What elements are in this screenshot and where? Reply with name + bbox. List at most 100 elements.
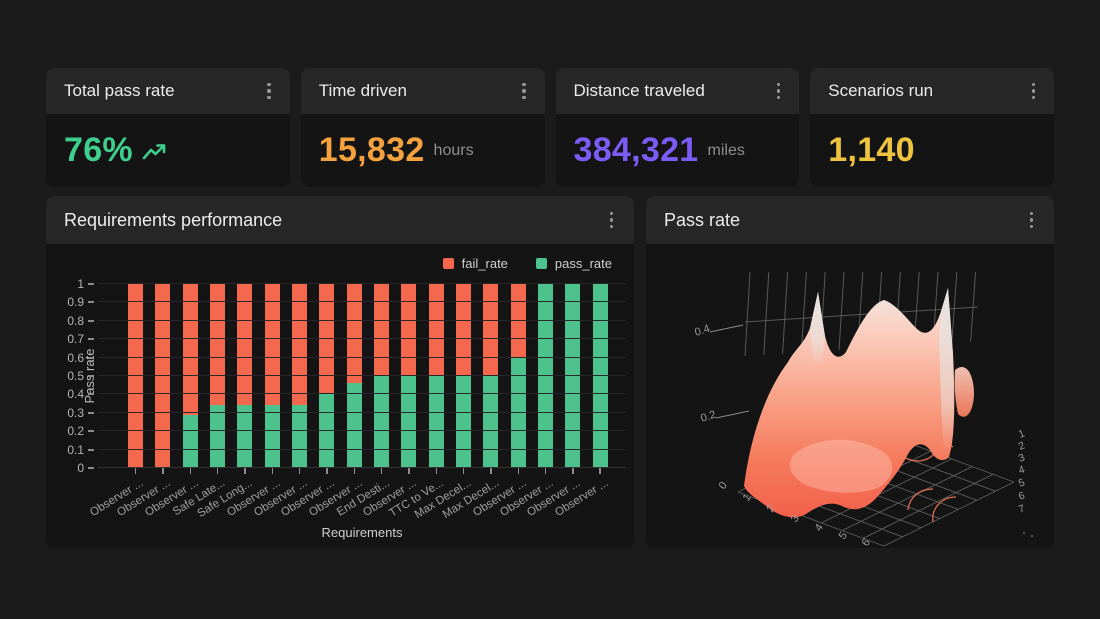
bar-segment-pass[interactable] (210, 405, 226, 468)
bar-4[interactable] (210, 284, 226, 468)
y-tick-label: 0 (77, 461, 84, 475)
bar-segment-pass[interactable] (456, 376, 472, 468)
stat-card-title: Scenarios run (828, 81, 934, 100)
bar-segment-fail[interactable] (401, 284, 417, 376)
bar-17[interactable] (565, 284, 581, 468)
bar-11[interactable] (401, 284, 417, 468)
gridline (98, 467, 626, 468)
bar-segment-fail[interactable] (374, 284, 390, 376)
gridline (98, 393, 626, 395)
bar-segment-pass[interactable] (182, 414, 198, 468)
surface-front-highlight (789, 439, 893, 493)
x-tick-labels: Observer ... Observer ... Observer ... Safe… (88, 477, 614, 523)
bar-segment-fail[interactable] (346, 284, 362, 384)
surface-mesh[interactable] (744, 288, 955, 518)
gridline (98, 356, 626, 358)
kebab-menu-icon[interactable] (516, 77, 532, 106)
legend-swatch (442, 258, 454, 269)
bar-16[interactable] (538, 284, 554, 468)
bar-10[interactable] (374, 284, 390, 468)
bar-segment-pass[interactable] (401, 376, 417, 468)
bar-segment-pass[interactable] (565, 284, 581, 468)
bar-segment-fail[interactable] (483, 284, 499, 376)
x-tick (237, 468, 252, 474)
pass-rate-title: Pass rate (664, 209, 741, 230)
y-tick-label: 0.2 (67, 424, 84, 439)
bar-1[interactable] (128, 284, 144, 468)
svg-text:0.2: 0.2 (699, 409, 717, 425)
y-tick (88, 338, 94, 341)
svg-text:2: 2 (765, 503, 778, 515)
bar-segment-fail[interactable] (182, 284, 198, 415)
stat-card-body: 15,832 hours (300, 114, 545, 187)
requirements-chart-body: fail_rate pass_rate Pass rate Observer ..… (46, 244, 634, 548)
y-tick-label: 0.8 (67, 313, 84, 328)
gridline (98, 319, 626, 321)
pass-rate-header: Pass rate (646, 196, 1054, 244)
bar-segment-pass[interactable] (264, 405, 280, 468)
kebab-menu-icon[interactable] (261, 77, 277, 106)
legend-label: fail_rate (461, 256, 508, 271)
bar-6[interactable] (264, 284, 280, 468)
bar-segment-pass[interactable] (346, 383, 362, 468)
legend-item-pass_rate[interactable]: pass_rate (535, 256, 612, 271)
bar-segment-pass[interactable] (292, 405, 308, 468)
z-axis-ticks (709, 324, 750, 419)
bar-3[interactable] (182, 284, 198, 468)
bar-8[interactable] (319, 284, 335, 468)
z-tick-labels: 0.2 0.4 (693, 323, 717, 425)
x-tick (483, 468, 498, 474)
resize-handle[interactable] (1022, 531, 1034, 538)
bar-13[interactable] (456, 284, 472, 468)
bar-segment-fail[interactable] (456, 284, 472, 376)
bar-segment-pass[interactable] (237, 405, 253, 468)
bar-segment-fail[interactable] (428, 284, 444, 376)
legend-item-fail_rate[interactable]: fail_rate (442, 256, 508, 271)
bar-segment-fail[interactable] (128, 284, 144, 468)
x-tick (429, 468, 444, 474)
x-tick (210, 468, 225, 474)
bar-segment-pass[interactable] (538, 284, 554, 468)
bar-14[interactable] (483, 284, 499, 468)
kebab-menu-icon[interactable] (604, 206, 620, 235)
bar-5[interactable] (237, 284, 253, 468)
x-tick (347, 468, 362, 474)
stat-value: 15,832 (318, 131, 425, 169)
bar-segment-pass[interactable] (428, 376, 444, 468)
bar-segment-pass[interactable] (483, 376, 499, 468)
svg-text:6: 6 (1017, 489, 1027, 502)
x-ticks (122, 468, 614, 474)
svg-text:1: 1 (741, 492, 754, 504)
kebab-menu-icon[interactable] (771, 77, 787, 106)
x-tick (538, 468, 553, 474)
pass-rate-surface-card: Pass rate (646, 196, 1054, 548)
surface-spike-left (810, 292, 825, 367)
svg-text:4: 4 (813, 522, 826, 534)
y-tick (88, 393, 94, 396)
bar-18[interactable] (592, 284, 608, 468)
bar-7[interactable] (292, 284, 308, 468)
bars-container (122, 284, 614, 468)
kebab-menu-icon[interactable] (1024, 206, 1040, 235)
bar-2[interactable] (155, 284, 171, 468)
bar-15[interactable] (510, 284, 526, 468)
y-tick-label: 0.9 (67, 295, 84, 310)
bar-segment-pass[interactable] (374, 376, 390, 468)
bar-segment-fail[interactable] (155, 284, 171, 468)
bar-12[interactable] (428, 284, 444, 468)
stat-card-title: Time driven (318, 81, 407, 100)
x-tick (128, 468, 143, 474)
surface-right-ridge (954, 366, 974, 417)
bar-chart-plot-area: Pass rate Observer ... Observer ... Observ… (67, 277, 626, 521)
bar-9[interactable] (346, 284, 362, 468)
x-tick (374, 468, 389, 474)
x-tick (401, 468, 416, 474)
y-tick (88, 430, 94, 433)
y-tick (88, 319, 94, 322)
kebab-menu-icon[interactable] (1026, 77, 1042, 106)
y-tick-label: 1 (77, 277, 84, 291)
bar-segment-pass[interactable] (592, 284, 608, 468)
trend-up-icon (142, 143, 168, 163)
stat-unit: miles (707, 141, 745, 159)
